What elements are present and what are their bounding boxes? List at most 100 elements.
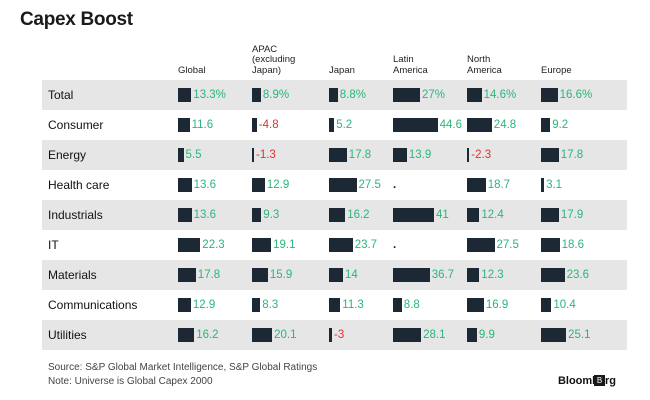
value-label: 41	[436, 209, 449, 221]
value-label: 10.4	[553, 299, 576, 311]
value-label: 11.3	[342, 299, 364, 311]
bloomberg-b-icon: B	[594, 375, 605, 386]
value-bar	[467, 298, 484, 312]
value-bar	[329, 238, 353, 252]
value-bar	[393, 118, 438, 132]
value-bar	[541, 118, 551, 132]
value-bar	[329, 148, 347, 162]
column-header-0: Global	[178, 64, 206, 76]
value-bar	[541, 88, 558, 102]
value-label: 9.3	[263, 209, 280, 221]
value-label: .	[393, 239, 397, 251]
value-bar	[467, 148, 470, 162]
row-label: Total	[48, 88, 74, 102]
value-bar	[541, 148, 559, 162]
value-bar	[252, 328, 273, 342]
value-label: 23.6	[566, 269, 589, 281]
value-bar	[393, 88, 420, 102]
column-header-5: Europe	[541, 64, 572, 76]
value-label: 13.6	[193, 209, 216, 221]
value-label: 5.2	[336, 119, 353, 131]
value-label: 36.7	[431, 269, 455, 281]
value-label: 16.9	[485, 299, 509, 311]
row-label: Health care	[48, 178, 110, 192]
value-label: 12.9	[192, 299, 216, 311]
value-bar	[329, 328, 332, 342]
value-bar	[329, 298, 341, 312]
value-bar	[178, 148, 184, 162]
value-bar	[467, 118, 492, 132]
value-label: 8.8%	[339, 89, 367, 101]
value-bar	[178, 238, 201, 252]
value-label: 8.8	[403, 299, 420, 311]
value-bar	[393, 328, 422, 342]
value-label: 12.9	[266, 179, 290, 191]
value-bar	[541, 328, 567, 342]
value-bar	[178, 88, 192, 102]
value-label: 27%	[422, 89, 446, 101]
value-label: 17.9	[560, 209, 584, 221]
value-bar	[393, 268, 430, 282]
value-label: 44.6	[439, 119, 462, 131]
value-label: 11.6	[191, 119, 214, 131]
value-bar	[252, 178, 265, 192]
value-label: 13.9	[408, 149, 432, 161]
value-label: 23.7	[354, 239, 378, 251]
value-label: 25.1	[568, 329, 591, 341]
value-label: 14.6%	[483, 89, 517, 101]
value-bar	[329, 208, 346, 222]
value-bar	[393, 298, 402, 312]
value-label: 16.6%	[559, 89, 593, 101]
value-bar	[252, 118, 257, 132]
column-header-1: APAC (excluding Japan)	[252, 43, 296, 76]
value-bar	[467, 178, 486, 192]
value-bar	[252, 88, 261, 102]
value-bar	[178, 328, 195, 342]
value-bar	[252, 268, 268, 282]
value-label: 15.9	[269, 269, 293, 281]
value-label: 17.8	[348, 149, 372, 161]
value-label: 17.8	[560, 149, 584, 161]
source-note: Source: S&P Global Market Intelligence, …	[48, 362, 318, 373]
value-bar	[178, 298, 191, 312]
row-label: Communications	[48, 298, 138, 312]
value-label: 22.3	[202, 239, 225, 251]
value-label: -3	[334, 329, 345, 341]
value-label: 19.1	[273, 239, 296, 251]
value-bar	[467, 328, 477, 342]
value-label: 24.8	[493, 119, 517, 131]
row-label: Industrials	[48, 208, 103, 222]
row-label: Utilities	[48, 328, 87, 342]
value-bar	[329, 88, 338, 102]
value-bar	[252, 208, 262, 222]
value-bar	[541, 268, 565, 282]
value-bar	[178, 208, 192, 222]
value-label: -2.3	[471, 149, 492, 161]
row-band	[42, 320, 627, 350]
brand-name: Bloomberg	[557, 375, 616, 387]
value-label: 12.3	[481, 269, 504, 281]
value-label: 5.5	[185, 149, 202, 161]
value-label: 27.5	[358, 179, 381, 191]
value-bar	[252, 238, 272, 252]
value-label: -4.8	[258, 119, 279, 131]
value-label: 9.2	[552, 119, 569, 131]
value-label: 14	[345, 269, 358, 281]
value-label: 16.2	[347, 209, 370, 221]
value-bar	[541, 208, 559, 222]
value-label: 12.4	[481, 209, 504, 221]
value-label: 13.6	[193, 179, 216, 191]
value-label: 13.3%	[193, 89, 226, 101]
value-bar	[541, 178, 545, 192]
value-bar	[541, 238, 560, 252]
column-header-2: Japan	[329, 64, 355, 76]
value-label: 18.7	[487, 179, 511, 191]
value-label: 8.3	[262, 299, 279, 311]
value-bar	[329, 178, 357, 192]
value-bar	[393, 208, 434, 222]
value-label: 8.9%	[262, 89, 290, 101]
value-bar	[541, 298, 552, 312]
value-bar	[467, 208, 480, 222]
universe-note: Note: Universe is Global Capex 2000	[48, 376, 213, 387]
value-bar	[467, 268, 480, 282]
